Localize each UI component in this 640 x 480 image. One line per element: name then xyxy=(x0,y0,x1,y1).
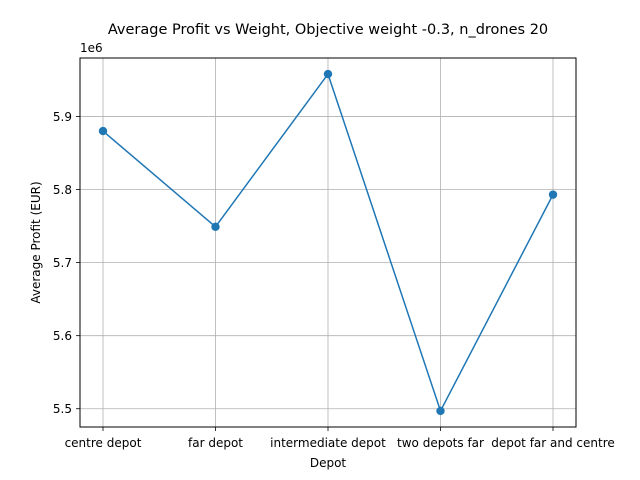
y-tick-label: 5.8 xyxy=(53,183,72,197)
x-tick-label: centre depot xyxy=(65,436,142,450)
x-tick-label: two depots far xyxy=(397,436,484,450)
data-point xyxy=(548,190,558,199)
y-tick-label: 5.5 xyxy=(53,402,72,416)
data-point xyxy=(436,406,445,416)
data-point xyxy=(323,69,333,79)
y-axis-title: Average Profit (EUR) xyxy=(29,181,43,303)
series-layer xyxy=(98,69,558,416)
tick-layer: centre depot far depot intermediate depot t… xyxy=(53,110,615,450)
x-tick-label: depot far and centre xyxy=(491,436,615,450)
data-point xyxy=(98,126,108,136)
x-tick-label: far depot xyxy=(188,436,243,450)
grid-lines xyxy=(80,58,576,427)
chart-title: Average Profit vs Weight, Objective weig… xyxy=(108,22,548,38)
y-tick-label: 5.7 xyxy=(53,256,72,270)
x-tick-label: intermediate depot xyxy=(270,436,386,450)
y-tick-label: 5.9 xyxy=(53,110,72,124)
x-axis-title: Depot xyxy=(310,456,347,470)
data-point xyxy=(211,222,220,231)
y-offset-label: 1e6 xyxy=(80,41,103,55)
y-tick-label: 5.6 xyxy=(53,329,72,343)
